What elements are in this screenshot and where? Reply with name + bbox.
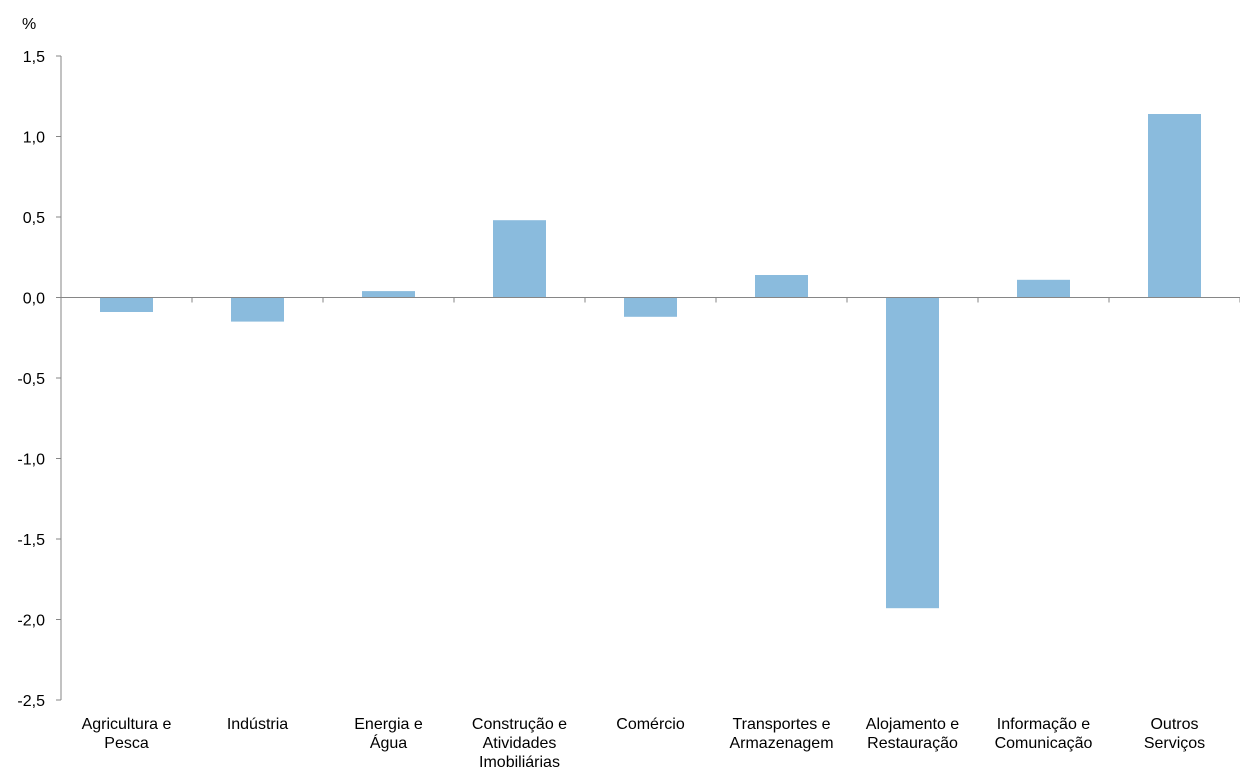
x-category-label-3: Construção e Atividades Imobiliárias	[472, 716, 567, 771]
bar-4	[624, 297, 677, 317]
x-category-label-6: Alojamento e Restauração	[866, 716, 959, 752]
bar-5	[755, 275, 808, 298]
y-tick-label-8: -2,5	[17, 693, 45, 710]
y-tick-label-5: -1,0	[17, 452, 45, 469]
x-category-label-8: Outros Serviços	[1144, 716, 1205, 752]
y-tick-label-6: -1,5	[17, 532, 45, 549]
bar-1	[231, 297, 284, 322]
bar-6	[886, 297, 939, 609]
y-tick-label-4: -0,5	[17, 371, 45, 388]
axes-group	[56, 55, 1240, 701]
x-category-label-5: Transportes e Armazenagem	[729, 716, 833, 752]
x-category-label-2: Energia e Água	[354, 716, 423, 752]
y-axis-unit-label: %	[22, 16, 36, 33]
bar-2	[362, 291, 415, 298]
y-tick-label-1: 1,0	[23, 130, 45, 147]
bar-0	[100, 297, 153, 312]
y-tick-labels: 1,5 1,0 0,5 0,0 -0,5 -1,0 -1,5 -2,0 -2,5	[17, 49, 45, 710]
y-tick-label-0: 1,5	[23, 49, 45, 66]
bars-group	[100, 114, 1201, 609]
x-category-label-7: Informação e Comunicação	[995, 716, 1093, 752]
y-tick-label-3: 0,0	[23, 291, 45, 308]
x-category-label-4: Comércio	[616, 716, 685, 733]
y-tick-label-7: -2,0	[17, 613, 45, 630]
x-category-label-1: Indústria	[227, 716, 288, 733]
x-category-labels: Agricultura e Pesca Indústria Energia e Água…	[82, 716, 1206, 771]
bar-3	[493, 220, 546, 298]
y-tick-label-2: 0,5	[23, 210, 45, 227]
bar-7	[1017, 279, 1070, 298]
x-category-label-0: Agricultura e Pesca	[82, 716, 172, 752]
bar-8	[1148, 114, 1201, 298]
